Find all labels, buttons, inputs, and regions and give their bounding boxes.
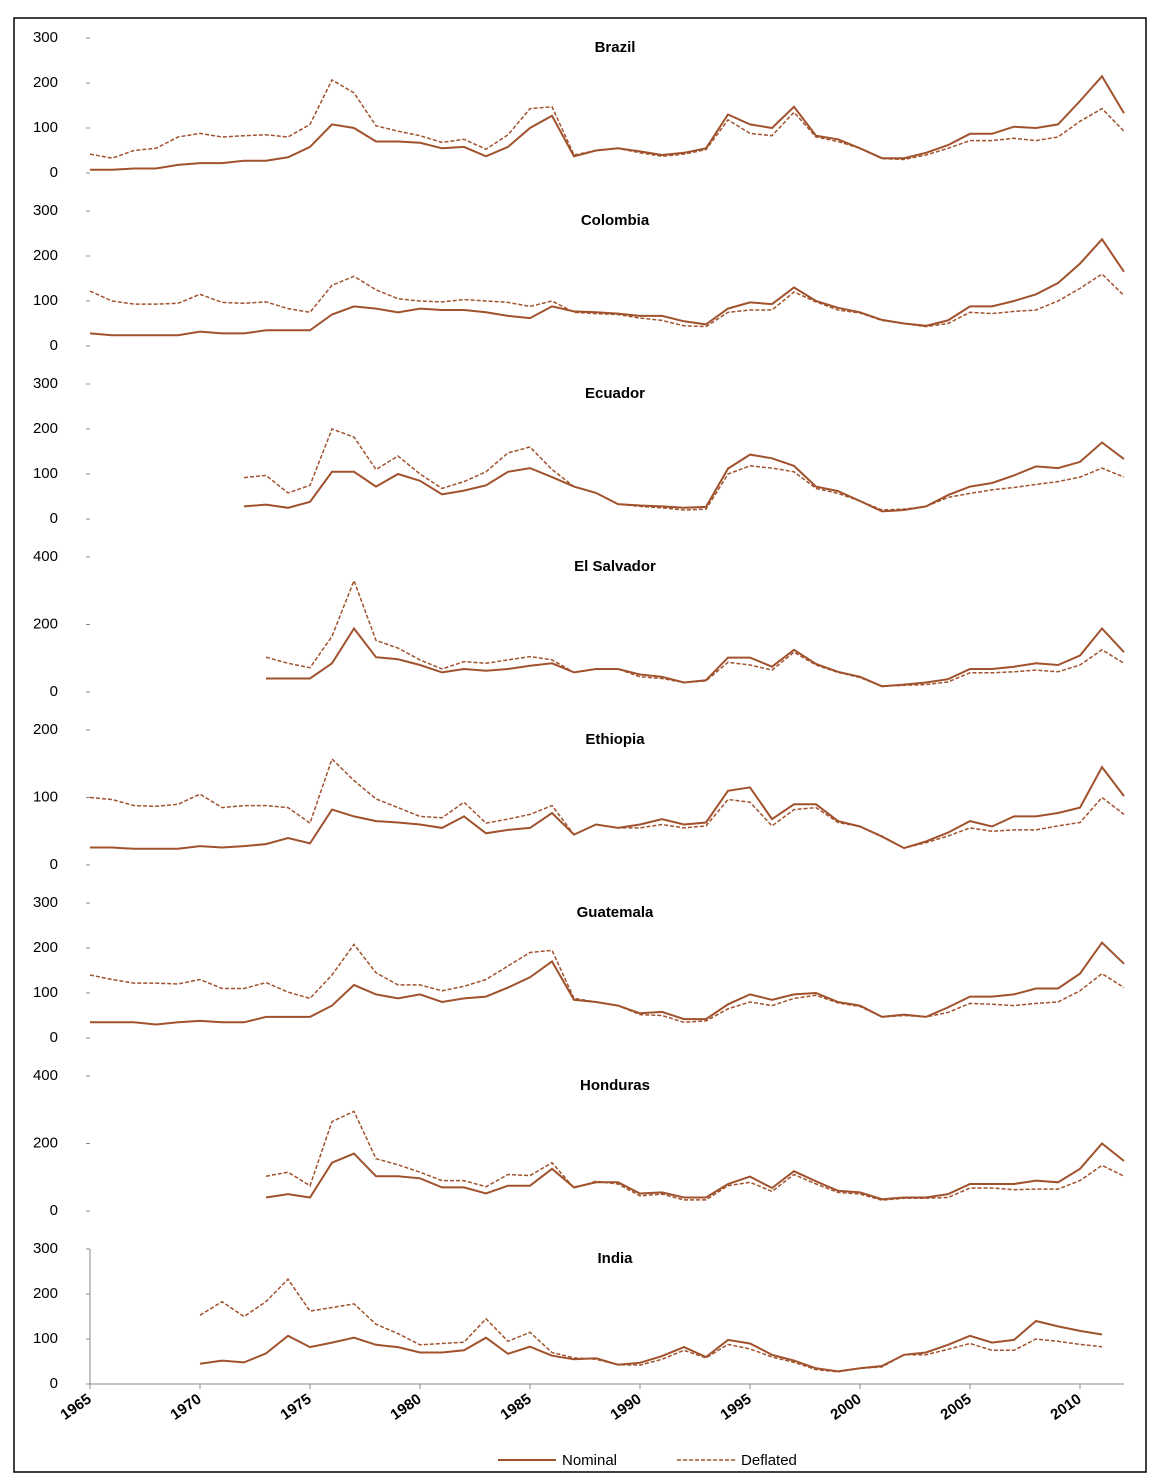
series-line [89, 237, 1125, 337]
series-line [199, 1319, 1103, 1373]
y-tick-label: 100 [33, 1330, 58, 1347]
y-tick-label: 300 [33, 375, 58, 392]
y-tick-label: 200 [33, 420, 58, 437]
y-tick-label: 200 [33, 1285, 58, 1302]
y-tick-label: 100 [33, 119, 58, 136]
y-tick-label: 100 [33, 465, 58, 482]
panel-title: Ethiopia [585, 731, 645, 748]
y-tick-label: 200 [33, 721, 58, 738]
y-tick-label: 0 [50, 510, 58, 527]
panel-title: India [597, 1250, 633, 1267]
panel-title: Brazil [595, 39, 636, 56]
y-tick-label: 200 [33, 615, 58, 632]
y-tick-label: 0 [50, 1375, 58, 1392]
y-tick-label: 0 [50, 856, 58, 873]
series-line [266, 626, 1125, 688]
y-tick-label: 200 [33, 247, 58, 264]
series-line [89, 273, 1125, 328]
series-line [89, 757, 1125, 849]
panel-title: El Salvador [574, 558, 656, 575]
series-line [265, 1142, 1125, 1201]
y-tick-label: 100 [33, 292, 58, 309]
legend-label: Deflated [741, 1452, 797, 1469]
y-tick-label: 300 [33, 894, 58, 911]
y-tick-label: 200 [33, 1134, 58, 1151]
y-tick-label: 100 [33, 984, 58, 1001]
y-tick-label: 200 [33, 939, 58, 956]
panel-title: Colombia [581, 212, 650, 229]
y-tick-label: 200 [33, 74, 58, 91]
series-line [89, 943, 1125, 1024]
y-tick-label: 0 [50, 1202, 58, 1219]
series-line [89, 78, 1125, 161]
y-tick-label: 0 [50, 164, 58, 181]
panel-title: Guatemala [577, 904, 654, 921]
series-line [265, 578, 1125, 688]
y-tick-label: 300 [33, 202, 58, 219]
series-line [265, 1110, 1125, 1201]
series-line [243, 441, 1125, 513]
y-tick-label: 100 [33, 788, 58, 805]
frame [13, 17, 1147, 1473]
y-tick-label: 300 [33, 29, 58, 46]
y-tick-label: 0 [50, 683, 58, 700]
y-tick-label: 0 [50, 337, 58, 354]
y-tick-label: 400 [33, 1067, 58, 1084]
panel-title: Honduras [580, 1077, 650, 1094]
y-tick-label: 300 [33, 1240, 58, 1257]
y-tick-label: 0 [50, 1029, 58, 1046]
series-line [199, 1278, 1103, 1373]
legend-label: Nominal [562, 1452, 617, 1469]
series-line [243, 428, 1125, 511]
y-tick-label: 400 [33, 548, 58, 565]
panel-title: Ecuador [585, 385, 645, 402]
